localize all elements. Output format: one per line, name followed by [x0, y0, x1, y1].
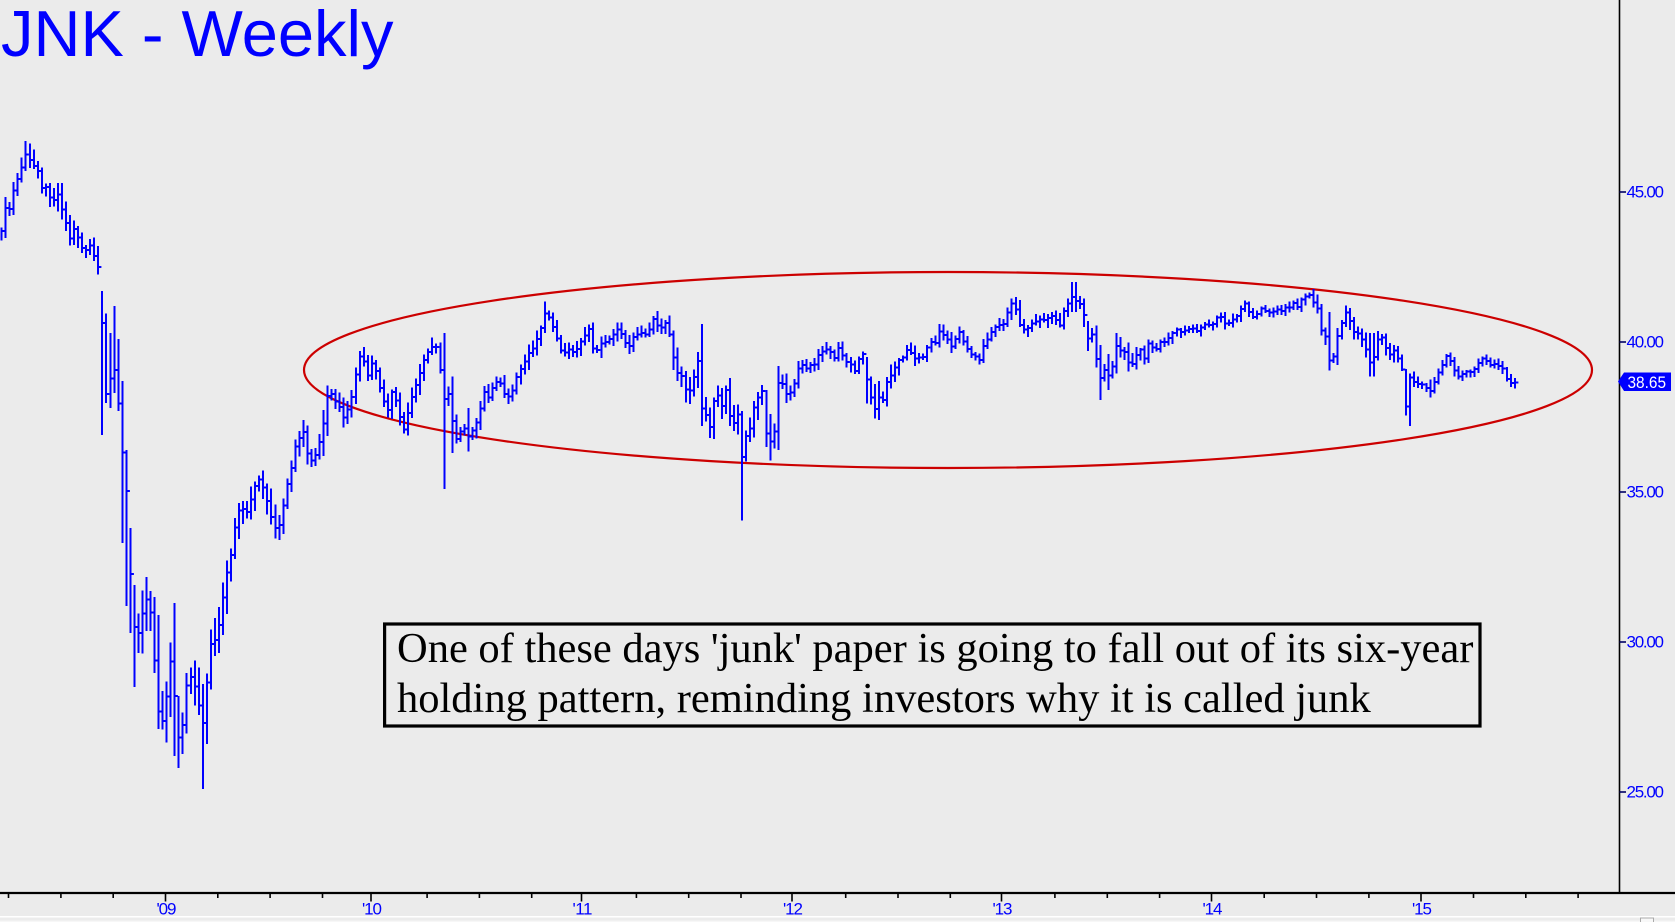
svg-text:'14: '14 — [1203, 899, 1223, 918]
svg-text:40.00: 40.00 — [1627, 333, 1665, 352]
svg-text:holding pattern, reminding inv: holding pattern, reminding investors why… — [397, 675, 1372, 722]
svg-text:'12: '12 — [783, 899, 803, 918]
svg-text:'13: '13 — [993, 899, 1013, 918]
svg-text:'11: '11 — [573, 899, 593, 918]
svg-text:25.00: 25.00 — [1627, 783, 1665, 802]
svg-text:38.65: 38.65 — [1628, 373, 1667, 392]
svg-text:35.00: 35.00 — [1627, 483, 1665, 502]
svg-text:45.00: 45.00 — [1627, 183, 1665, 202]
svg-text:30.00: 30.00 — [1627, 633, 1665, 652]
svg-text:'09: '09 — [157, 899, 177, 918]
svg-text:'15: '15 — [1412, 899, 1432, 918]
svg-text:'10: '10 — [362, 899, 382, 918]
svg-text:One of these days 'junk' paper: One of these days 'junk' paper is going … — [397, 625, 1473, 672]
svg-text:JNK - Weekly: JNK - Weekly — [1, 0, 394, 70]
